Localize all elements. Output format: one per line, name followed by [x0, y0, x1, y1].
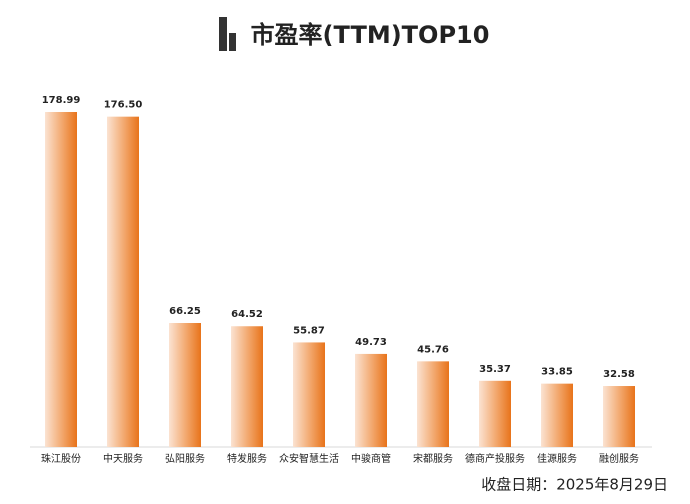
bar — [603, 386, 635, 447]
x-tick-label: 中骏商管 — [351, 452, 391, 465]
x-tick-label: 佳源服务 — [537, 452, 577, 465]
bar — [417, 361, 449, 447]
bar — [45, 112, 77, 447]
x-tick-label: 中天服务 — [103, 452, 143, 465]
x-tick-label: 珠江股份 — [41, 452, 81, 465]
bar — [107, 116, 139, 448]
value-label: 45.76 — [417, 344, 449, 355]
value-label: 178.99 — [42, 95, 81, 106]
x-tick-label: 特发服务 — [227, 452, 267, 465]
value-label: 176.50 — [104, 100, 143, 111]
value-label: 49.73 — [355, 337, 387, 348]
value-label: 35.37 — [479, 364, 511, 375]
title-icon — [219, 17, 236, 51]
value-label: 33.85 — [541, 367, 573, 378]
bar — [231, 326, 263, 447]
chart-title: 市盈率(TTM)TOP10 — [251, 21, 490, 49]
x-tick-label: 德商产投服务 — [465, 452, 525, 465]
bar — [355, 353, 387, 447]
value-label: 32.58 — [603, 369, 635, 380]
value-label: 66.25 — [169, 306, 201, 317]
value-label: 55.87 — [293, 325, 325, 336]
bar — [479, 380, 511, 447]
x-tick-label: 弘阳服务 — [165, 452, 205, 465]
bar — [293, 342, 325, 447]
bar — [169, 323, 201, 447]
x-tick-label: 融创服务 — [599, 452, 639, 465]
x-tick-label: 宋都服务 — [413, 452, 453, 465]
footnote: 收盘日期：2025年8月29日 — [481, 476, 668, 494]
x-tick-label: 众安智慧生活 — [279, 452, 339, 465]
bar — [541, 383, 573, 447]
value-label: 64.52 — [231, 309, 263, 320]
